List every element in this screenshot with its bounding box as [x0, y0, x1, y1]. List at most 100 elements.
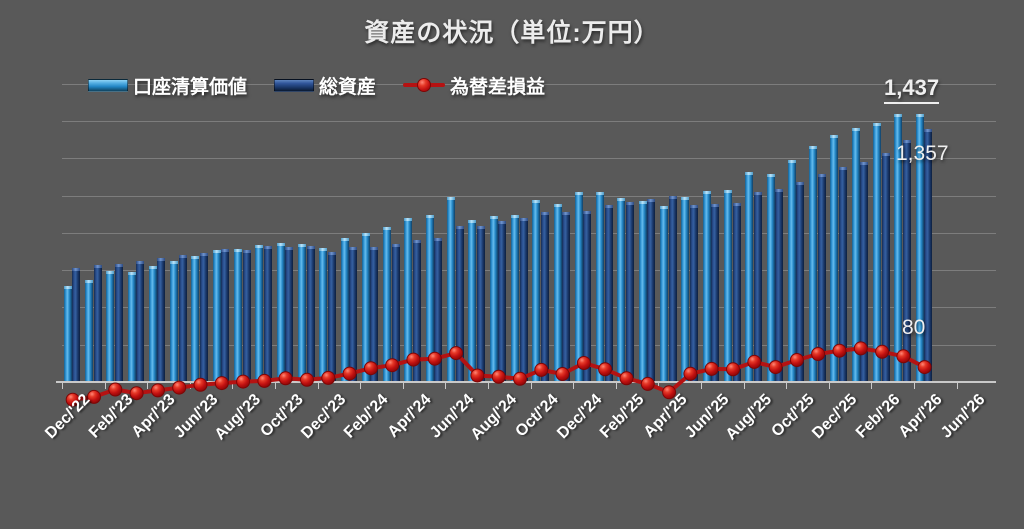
bar-total-assets-Aug/'25 [753, 191, 762, 382]
x-tick-label-Apr/'23: Apr/'23 [128, 391, 179, 441]
gridline-800 [62, 232, 996, 234]
gridline-200 [62, 344, 996, 346]
x-tick-label-Feb/'23: Feb/'23 [85, 391, 137, 442]
x-tick-label-Feb/'25: Feb/'25 [596, 391, 648, 442]
bar-total-assets-May/'23 [178, 255, 187, 382]
bar-total-assets-Jun/'25 [711, 203, 720, 382]
bar-account-value-Jun/'24 [447, 197, 455, 382]
bar-total-assets-Jun/'24 [455, 226, 464, 382]
legend-label-account-value: 口座清算価値 [133, 76, 248, 98]
x-tick-label-Oct/'23: Oct/'23 [257, 391, 307, 441]
end-label-fx-gain-loss: 80 [902, 316, 926, 339]
gridline-1400 [62, 120, 996, 122]
x-axis-tick [786, 383, 788, 389]
bar-total-assets-Mar/'25 [647, 199, 656, 382]
bar-total-assets-Feb/'25 [626, 202, 634, 382]
bar-account-value-Dec/'24 [574, 191, 583, 382]
bar-account-value-Apr/'26 [915, 114, 924, 382]
bar-account-value-Aug/'23 [234, 249, 242, 382]
bar-account-value-May/'23 [170, 260, 179, 382]
bar-total-assets-Jan/'24 [349, 246, 358, 382]
bar-account-value-Nov/'23 [297, 244, 306, 382]
bar-total-assets-May/'24 [434, 238, 443, 382]
bar-account-value-Nov/'24 [553, 203, 562, 382]
x-axis-tick [573, 383, 575, 389]
bar-total-assets-Jul/'24 [476, 226, 485, 382]
bar-total-assets-Feb/'23 [114, 263, 123, 382]
x-tick-label-Apr/'24: Apr/'24 [384, 391, 435, 441]
bar-account-value-Jul/'24 [468, 219, 477, 382]
x-axis-tick [530, 383, 532, 389]
bar-account-value-Feb/'26 [873, 122, 881, 382]
x-tick-label-Jun/'26: Jun/'26 [937, 391, 989, 442]
x-axis-tick [743, 383, 745, 389]
x-axis-tick [104, 383, 106, 389]
bar-account-value-Oct/'25 [787, 160, 796, 382]
bar-total-assets-Mar/'23 [136, 260, 145, 382]
bar-account-value-Jan/'23 [84, 280, 93, 382]
chart-title: 資産の状況（単位:万円） [364, 19, 660, 47]
x-tick-label-Aug/'25: Aug/'25 [722, 391, 776, 444]
end-label-account-value: 1,437 [884, 75, 940, 104]
x-axis-tick [360, 383, 362, 389]
bar-account-value-Mar/'24 [383, 227, 392, 382]
bar-total-assets-Apr/'24 [413, 240, 421, 382]
bar-total-assets-Jan/'26 [860, 161, 869, 382]
bar-total-assets-Jul/'23 [221, 248, 230, 382]
bar-account-value-Apr/'23 [148, 266, 157, 382]
x-axis-tick [402, 383, 404, 389]
bar-total-assets-Dec/'22 [72, 268, 81, 382]
legend-item-fx-gain-loss: 為替差損益 [403, 72, 545, 99]
bar-account-value-May/'24 [425, 215, 434, 382]
x-axis-tick [62, 383, 63, 389]
bar-total-assets-Feb/'26 [881, 153, 890, 382]
bar-account-value-Apr/'25 [660, 205, 668, 382]
bar-account-value-Mar/'23 [127, 272, 136, 382]
bar-total-assets-Sep/'24 [519, 218, 528, 382]
bar-account-value-Dec/'22 [63, 286, 72, 382]
bar-total-assets-Jul/'25 [732, 202, 741, 382]
bar-account-value-Sep/'25 [766, 174, 775, 382]
legend-label-total-assets: 総資産 [319, 76, 377, 98]
chart-legend: 口座清算価値 総資産 為替差損益 [88, 72, 545, 99]
x-tick-label-Dec/'23: Dec/'23 [298, 391, 350, 443]
bar-account-value-Jul/'25 [723, 189, 732, 382]
bar-total-assets-Aug/'24 [498, 221, 507, 382]
legend-swatch-account-value-icon [88, 78, 128, 92]
bar-total-assets-Sep/'25 [775, 189, 784, 382]
x-axis-tick [147, 383, 149, 389]
x-axis-tick [275, 383, 276, 389]
bar-account-value-Nov/'25 [809, 145, 818, 382]
x-axis-tick [445, 383, 447, 389]
bar-total-assets-Jan/'25 [604, 204, 613, 382]
x-axis-tick [658, 383, 660, 389]
legend-swatch-total-assets-icon [274, 78, 315, 92]
x-axis-tick [232, 383, 234, 389]
fx-marker-May/'23 [172, 380, 187, 395]
x-tick-label-Dec/'25: Dec/'25 [809, 391, 861, 443]
bar-total-assets-Sep/'23 [263, 246, 272, 382]
bar-total-assets-Apr/'25 [668, 195, 677, 382]
bar-total-assets-Nov/'24 [562, 211, 571, 382]
bar-account-value-Mar/'26 [894, 113, 903, 382]
x-tick-label-Apr/'26: Apr/'26 [895, 391, 946, 441]
x-axis-tick [828, 383, 830, 389]
x-tick-label-Feb/'24: Feb/'24 [341, 391, 392, 442]
bar-account-value-Jun/'23 [191, 256, 200, 382]
bar-account-value-Jul/'23 [212, 249, 221, 382]
bar-total-assets-Jun/'23 [200, 253, 208, 382]
gridline-1200 [62, 158, 996, 160]
legend-label-fx-gain-loss: 為替差損益 [450, 76, 546, 98]
x-tick-label-Aug/'24: Aug/'24 [467, 391, 520, 444]
bar-total-assets-Nov/'23 [306, 246, 315, 382]
bar-account-value-Sep/'23 [255, 245, 264, 382]
bar-total-assets-Dec/'24 [583, 210, 592, 382]
x-axis-tick [871, 383, 873, 389]
x-tick-label-Aug/'23: Aug/'23 [211, 391, 265, 444]
x-axis-tick [488, 383, 489, 389]
x-axis-line [56, 381, 996, 383]
bar-account-value-Jan/'26 [851, 128, 860, 382]
x-axis-tick [317, 383, 319, 389]
gridline-400 [62, 307, 996, 309]
bar-total-assets-Mar/'26 [902, 139, 911, 382]
